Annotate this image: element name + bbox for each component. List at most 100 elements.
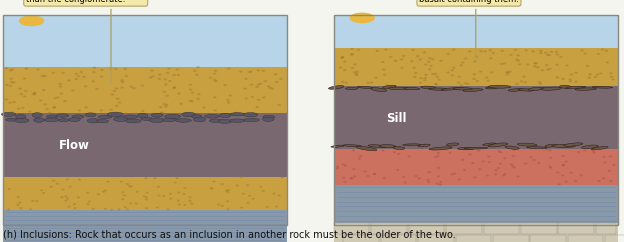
Ellipse shape [464, 147, 488, 149]
Circle shape [164, 79, 167, 80]
Circle shape [163, 104, 165, 105]
Circle shape [417, 56, 419, 57]
Bar [418, 235, 454, 242]
Ellipse shape [402, 144, 421, 146]
Circle shape [593, 152, 595, 153]
Circle shape [190, 89, 192, 90]
Circle shape [260, 186, 261, 187]
Circle shape [432, 74, 434, 75]
Circle shape [61, 197, 63, 198]
Circle shape [240, 71, 242, 72]
Circle shape [354, 72, 356, 73]
Circle shape [264, 81, 266, 82]
Circle shape [180, 103, 182, 104]
Circle shape [436, 183, 438, 184]
Circle shape [184, 188, 186, 189]
Circle shape [509, 71, 511, 72]
Circle shape [39, 100, 42, 101]
Circle shape [252, 198, 254, 199]
Circle shape [419, 178, 421, 179]
Circle shape [62, 189, 64, 190]
Circle shape [414, 76, 416, 77]
Circle shape [275, 206, 277, 207]
Circle shape [184, 204, 186, 205]
Ellipse shape [85, 113, 96, 117]
Circle shape [565, 161, 567, 162]
Ellipse shape [97, 120, 109, 123]
Circle shape [110, 109, 112, 110]
Circle shape [158, 195, 160, 196]
Circle shape [135, 203, 137, 204]
Circle shape [268, 86, 270, 87]
Circle shape [10, 78, 12, 79]
Ellipse shape [263, 115, 275, 118]
Circle shape [68, 206, 70, 207]
Circle shape [534, 63, 536, 64]
Circle shape [539, 82, 541, 83]
Ellipse shape [331, 145, 344, 147]
Circle shape [29, 111, 31, 112]
Ellipse shape [357, 86, 373, 88]
Circle shape [487, 175, 489, 176]
Circle shape [198, 94, 200, 95]
Ellipse shape [371, 88, 387, 91]
Circle shape [127, 209, 129, 210]
Circle shape [402, 55, 405, 56]
Bar [334, 149, 618, 185]
Circle shape [100, 76, 103, 77]
Ellipse shape [418, 144, 430, 147]
Circle shape [479, 71, 482, 72]
Circle shape [507, 72, 509, 73]
Circle shape [170, 198, 172, 199]
Circle shape [530, 157, 532, 158]
Circle shape [490, 72, 492, 73]
Circle shape [5, 99, 7, 100]
Circle shape [37, 69, 39, 70]
Circle shape [133, 88, 135, 89]
Ellipse shape [545, 144, 557, 147]
Circle shape [570, 74, 573, 75]
Circle shape [191, 203, 193, 204]
Ellipse shape [32, 113, 42, 117]
Ellipse shape [56, 114, 69, 117]
Circle shape [168, 81, 171, 82]
Ellipse shape [383, 85, 396, 88]
Circle shape [57, 183, 59, 184]
Circle shape [65, 200, 67, 201]
Ellipse shape [389, 87, 409, 90]
Circle shape [548, 54, 550, 55]
Circle shape [11, 69, 13, 70]
Circle shape [480, 51, 482, 52]
Circle shape [460, 85, 462, 86]
Circle shape [167, 209, 169, 210]
Circle shape [57, 97, 59, 98]
Circle shape [581, 50, 583, 51]
Ellipse shape [1, 112, 16, 116]
Ellipse shape [393, 147, 405, 150]
Circle shape [605, 50, 608, 51]
Ellipse shape [182, 112, 195, 117]
Circle shape [257, 70, 260, 71]
Circle shape [176, 178, 178, 179]
Ellipse shape [107, 112, 123, 117]
Circle shape [424, 77, 426, 78]
Circle shape [575, 181, 577, 182]
Circle shape [525, 50, 527, 51]
Circle shape [419, 59, 421, 60]
Circle shape [218, 204, 220, 205]
Circle shape [462, 159, 464, 160]
Ellipse shape [151, 113, 163, 117]
Circle shape [412, 50, 414, 51]
Circle shape [157, 186, 159, 187]
Circle shape [275, 74, 276, 75]
Bar [409, 223, 444, 234]
Circle shape [351, 178, 353, 179]
Bar [381, 235, 416, 242]
Circle shape [550, 167, 552, 168]
Circle shape [157, 207, 158, 208]
Circle shape [62, 72, 64, 73]
Circle shape [514, 49, 517, 50]
Circle shape [54, 107, 56, 108]
Circle shape [93, 67, 95, 68]
Bar [334, 185, 618, 223]
